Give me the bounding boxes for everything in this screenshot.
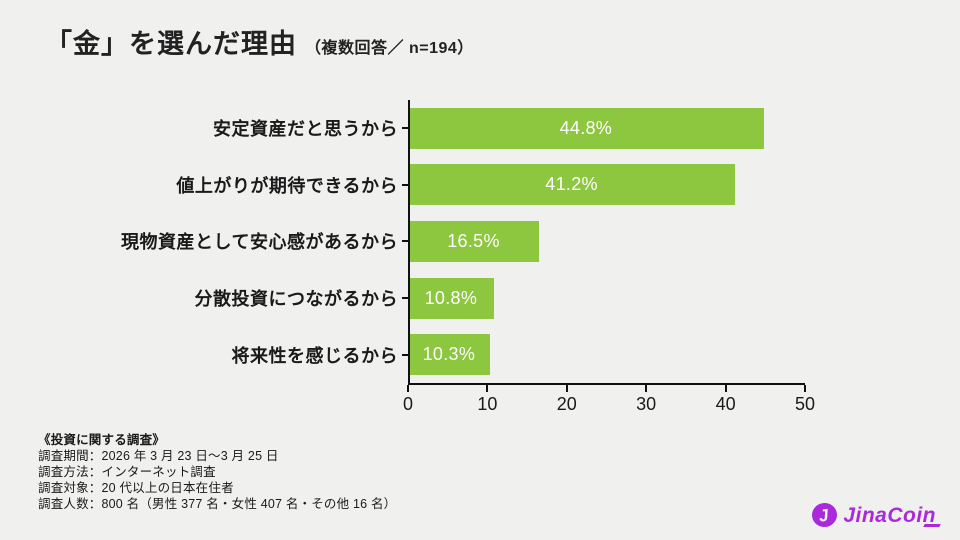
bar-track: 44.8% <box>402 107 805 149</box>
x-axis-tick-label: 20 <box>556 393 577 414</box>
x-axis-tick-label: 50 <box>794 393 816 414</box>
x-axis: 0 10 20 30 40 50 <box>403 382 815 414</box>
category-label: 安定資産だと思うから <box>213 119 398 140</box>
bar: 10.3% <box>408 334 490 376</box>
bar-value-label: 10.8% <box>424 287 478 308</box>
category-label: 分散投資につながるから <box>194 289 398 310</box>
page-title-sub: （複数回答／ n=194） <box>305 39 474 57</box>
chart-row: 将来性を感じるから 10.3% <box>40 326 805 383</box>
bar-track: 10.3% <box>402 334 805 376</box>
category-label: 値上がりが期待できるから <box>176 175 398 196</box>
x-axis-tick-mark <box>407 384 409 392</box>
jinacoin-logo: J JinaCoin <box>810 501 941 529</box>
bar: 44.8% <box>408 107 764 149</box>
coin-icon: J <box>810 501 839 529</box>
survey-line-period: 調査期間：2026 年 3 月 23 日～3 月 25 日 <box>38 449 279 463</box>
x-axis-tick-label: 0 <box>402 393 414 414</box>
logo-text: JinaCoin <box>843 505 941 527</box>
page-title-main: 「金」を選んだ理由 <box>45 29 297 59</box>
bar-value-label: 10.3% <box>422 344 476 365</box>
logo-underline <box>923 523 941 527</box>
y-axis-tick <box>402 353 408 356</box>
bar: 10.8% <box>408 277 494 319</box>
coin-icon-letter: J <box>817 505 830 526</box>
bar: 16.5% <box>408 220 539 262</box>
y-axis-tick <box>402 183 408 186</box>
x-axis-tick-mark <box>645 384 648 392</box>
chart-rows: 安定資産だと思うから 44.8% 値上がりが期待できるから 41.2% 現物資産として安… <box>40 100 805 383</box>
page-title: 「金」を選んだ理由 （複数回答／ n=194） <box>45 29 474 60</box>
category-label: 現物資産として安心感があるから <box>121 232 398 253</box>
bar-chart: 安定資産だと思うから 44.8% 値上がりが期待できるから 41.2% 現物資産として安… <box>40 100 815 414</box>
y-axis-tick <box>402 240 408 243</box>
chart-row: 値上がりが期待できるから 41.2% <box>40 157 805 214</box>
survey-heading: 《投資に関する調査》 <box>38 433 166 447</box>
x-axis-tick-mark <box>804 384 806 392</box>
bar-track: 41.2% <box>402 164 805 206</box>
x-axis-tick-label: 10 <box>477 393 498 414</box>
bar-track: 10.8% <box>402 277 805 319</box>
chart-row: 分散投資につながるから 10.8% <box>40 270 805 327</box>
survey-note: 《投資に関する調査》 調査期間：2026 年 3 月 23 日～3 月 25 日… <box>38 432 396 512</box>
x-axis-tick-mark <box>565 384 568 392</box>
survey-line-target: 調査対象：20 代以上の日本在住者 <box>38 481 234 495</box>
bar-value-label: 44.8% <box>559 117 613 138</box>
bar-track: 16.5% <box>402 220 805 262</box>
category-label: 将来性を感じるから <box>231 345 398 366</box>
x-axis-tick-mark <box>486 384 489 392</box>
survey-line-count: 調査人数：800 名（男性 377 名・女性 407 名・その他 16 名） <box>38 497 397 511</box>
chart-row: 現物資産として安心感があるから 16.5% <box>40 213 805 270</box>
x-axis-tick-mark <box>724 384 727 392</box>
y-axis-tick <box>402 127 408 130</box>
chart-row: 安定資産だと思うから 44.8% <box>40 100 805 157</box>
y-axis-tick <box>402 297 408 300</box>
x-axis-tick-label: 40 <box>715 393 736 414</box>
bar: 41.2% <box>408 164 736 206</box>
bar-value-label: 41.2% <box>545 174 598 195</box>
bar-value-label: 16.5% <box>447 230 500 251</box>
survey-line-method: 調査方法：インターネット調査 <box>38 465 216 479</box>
x-axis-tick-label: 30 <box>636 393 657 414</box>
